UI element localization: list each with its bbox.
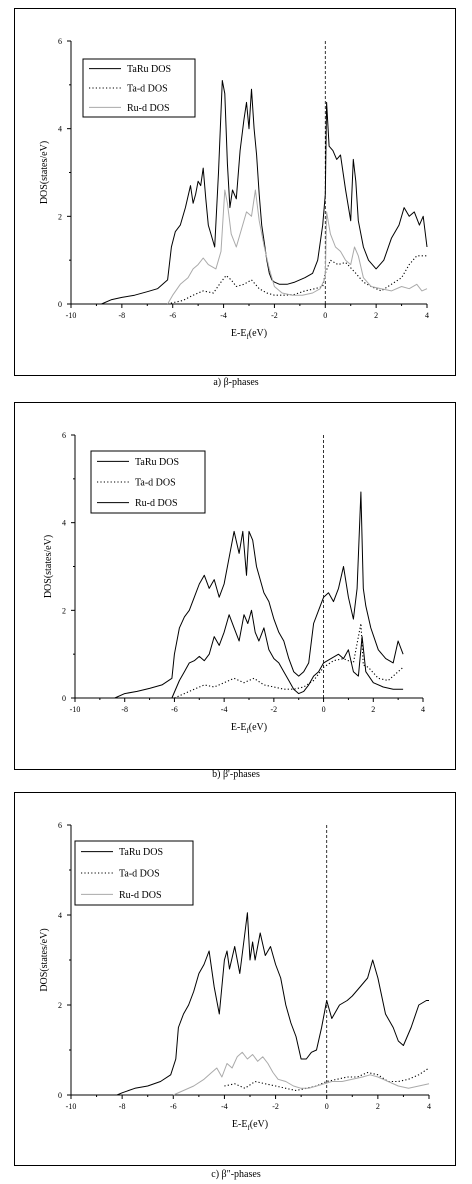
y-axis-label: DOS(states/eV): [39, 141, 50, 204]
x-tick-label: -10: [70, 705, 81, 714]
legend-label: Ru-d DOS: [127, 103, 170, 114]
y-tick-label: 0: [58, 1091, 62, 1100]
y-tick-label: 2: [58, 1001, 62, 1010]
x-tick-label: 4: [425, 311, 429, 320]
x-axis-label-sub: f: [246, 727, 249, 735]
y-tick-label: 0: [58, 300, 62, 309]
x-tick-label: -6: [171, 705, 178, 714]
caption-b: b) β'-phases: [212, 769, 260, 780]
legend-label: Ta-d DOS: [119, 869, 160, 880]
x-axis-label-main: E-E: [232, 1119, 248, 1130]
series-line-ta-d-dos: [174, 622, 404, 699]
y-axis-label: DOS(states/eV): [39, 928, 50, 991]
y-tick-label: 0: [62, 694, 66, 703]
series-line-ta-d-dos: [167, 255, 427, 305]
series-line-taru-dos: [114, 491, 404, 699]
series-line-ru-d-dos: [173, 1051, 430, 1096]
x-tick-label: -4: [221, 705, 228, 714]
caption-a: a) β-phases: [213, 377, 259, 388]
x-tick-label: -8: [121, 705, 128, 714]
x-tick-label: -6: [170, 1102, 177, 1111]
series-line-ru-d-dos: [171, 609, 404, 699]
x-tick-label: 0: [322, 705, 326, 714]
x-axis-label-main: E-E: [231, 328, 247, 339]
caption-c: c) β"-phases: [211, 1169, 261, 1180]
x-tick-label: -2: [271, 705, 278, 714]
series-line-taru-dos: [116, 912, 429, 1096]
legend-label: Ru-d DOS: [119, 890, 162, 901]
legend-label: TaRu DOS: [127, 64, 171, 75]
y-tick-label: 6: [58, 821, 62, 830]
x-axis-label-main: E-E: [231, 722, 247, 733]
x-axis-label-unit: (eV): [249, 328, 267, 339]
x-axis-label: E-Ef(eV): [231, 328, 267, 341]
legend-label: Ru-d DOS: [135, 498, 178, 509]
x-tick-label: 4: [421, 705, 425, 714]
chart-panel-c: -10 -8 -6 -4 -2 0 2 4 0 2 4 6 E-Ef(eV) DOS(states/eV)…: [14, 792, 456, 1166]
chart-panel-b: -10 -8 -6 -4 -2 0 2 4 0 2 4 6 E-Ef(eV) DOS(states/eV)…: [14, 402, 456, 770]
y-tick-label: 4: [58, 125, 62, 134]
series-line-ta-d-dos: [224, 1067, 430, 1092]
legend-label: Ta-d DOS: [127, 84, 168, 95]
y-tick-label: 4: [62, 519, 66, 528]
x-tick-label: -8: [119, 1102, 126, 1111]
x-tick-label: -2: [271, 311, 278, 320]
x-tick-label: 0: [323, 311, 327, 320]
x-tick-label: -6: [169, 311, 176, 320]
y-tick-label: 6: [62, 431, 66, 440]
x-axis-label-unit: (eV): [249, 722, 267, 733]
x-tick-label: -2: [272, 1102, 279, 1111]
x-axis-label: E-Ef(eV): [231, 722, 267, 735]
x-tick-label: 2: [376, 1102, 380, 1111]
x-tick-label: -10: [66, 1102, 77, 1111]
dos-chart-b: -10 -8 -6 -4 -2 0 2 4 0 2 4 6 E-Ef(eV) DOS(states/eV)…: [43, 431, 425, 735]
x-axis-label-unit: (eV): [250, 1119, 268, 1130]
chart-panel-a: -10 -8 -6 -4 -2 0 2 4 0 2 4 6 E-Ef(eV) DOS(states/eV)…: [14, 8, 456, 376]
x-tick-label: -4: [220, 311, 227, 320]
y-tick-label: 2: [62, 606, 66, 615]
x-axis-label-sub: f: [247, 1124, 250, 1132]
x-tick-label: -10: [66, 311, 77, 320]
x-tick-label: 0: [325, 1102, 329, 1111]
y-tick-label: 2: [58, 212, 62, 221]
y-tick-label: 6: [58, 37, 62, 46]
x-tick-label: -8: [119, 311, 126, 320]
y-axis-label: DOS(states/eV): [43, 535, 54, 598]
x-tick-label: -4: [221, 1102, 228, 1111]
legend-label: TaRu DOS: [119, 847, 163, 858]
x-axis-label: E-Ef(eV): [232, 1119, 268, 1132]
x-tick-label: 4: [427, 1102, 431, 1111]
x-axis-label-sub: f: [246, 333, 249, 341]
x-tick-label: 2: [371, 705, 375, 714]
dos-chart-a: -10 -8 -6 -4 -2 0 2 4 0 2 4 6 E-Ef(eV) DOS(states/eV)…: [39, 37, 429, 341]
series-line-taru-dos: [101, 80, 428, 305]
y-tick-label: 4: [58, 911, 62, 920]
dos-chart-c: -10 -8 -6 -4 -2 0 2 4 0 2 4 6 E-Ef(eV) DOS(states/eV)…: [39, 821, 431, 1132]
x-tick-label: 2: [374, 311, 378, 320]
legend-label: Ta-d DOS: [135, 478, 176, 489]
legend-label: TaRu DOS: [135, 457, 179, 468]
series-line-ru-d-dos: [167, 189, 428, 305]
